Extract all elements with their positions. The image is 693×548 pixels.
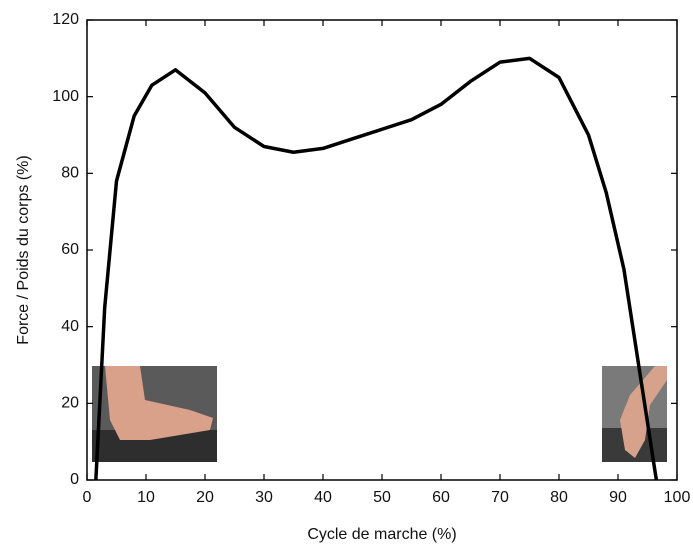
x-tick-label: 60 xyxy=(432,489,450,506)
y-tick-label: 100 xyxy=(52,88,79,105)
y-tick-label: 60 xyxy=(61,241,79,258)
x-tick-label: 100 xyxy=(664,489,691,506)
x-tick-label: 70 xyxy=(491,489,509,506)
x-tick-label: 0 xyxy=(83,489,92,506)
left-foot-photo xyxy=(92,366,217,462)
x-tick-label: 40 xyxy=(314,489,332,506)
x-tick-label: 80 xyxy=(550,489,568,506)
right-foot-photo xyxy=(602,366,667,462)
y-tick-label: 120 xyxy=(52,11,79,28)
x-tick-label: 90 xyxy=(609,489,627,506)
y-tick-label: 20 xyxy=(61,395,79,412)
y-tick-label: 40 xyxy=(61,318,79,335)
x-axis-label: Cycle de marche (%) xyxy=(307,526,456,543)
x-tick-label: 50 xyxy=(373,489,391,506)
x-tick-label: 30 xyxy=(255,489,273,506)
y-tick-label: 80 xyxy=(61,165,79,182)
force-curve xyxy=(94,56,659,481)
x-tick-label: 10 xyxy=(137,489,155,506)
x-tick-label: 20 xyxy=(196,489,214,506)
y-tick-label: 0 xyxy=(70,471,79,488)
y-axis-label: Force / Poids du corps (%) xyxy=(15,155,32,344)
